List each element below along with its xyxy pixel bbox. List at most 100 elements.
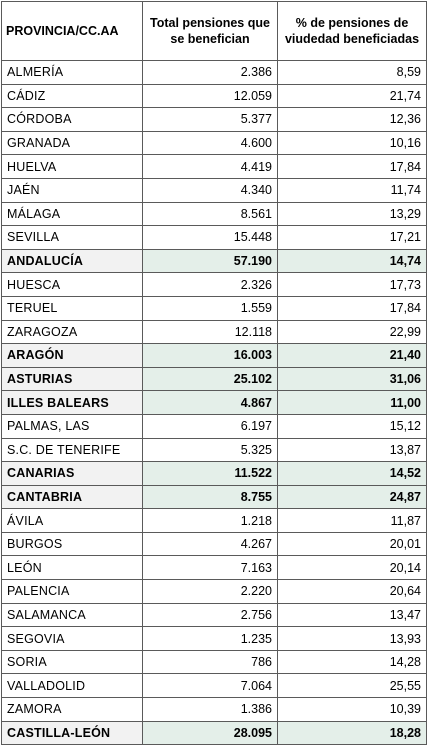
cell-provincia: ARAGÓN: [1, 343, 143, 368]
cell-provincia: SEVILLA: [1, 225, 143, 250]
cell-total-pensiones: 2.756: [142, 602, 278, 628]
cell-provincia: HUELVA: [1, 154, 143, 179]
cell-porcentaje: 20,14: [277, 555, 427, 581]
cell-porcentaje: 25,55: [277, 673, 427, 699]
cell-porcentaje: 20,64: [277, 579, 427, 604]
cell-porcentaje: 10,16: [277, 130, 427, 156]
cell-provincia: ZARAGOZA: [1, 319, 143, 345]
cell-porcentaje: 18,28: [277, 720, 427, 746]
cell-total-pensiones: 4.600: [142, 130, 278, 156]
table-row: LEÓN 7.163 20,14: [1, 555, 427, 581]
cell-total-pensiones: 2.326: [142, 272, 278, 297]
cell-total-pensiones: 7.163: [142, 555, 278, 581]
cell-porcentaje: 8,59: [277, 60, 427, 85]
cell-porcentaje: 17,73: [277, 272, 427, 297]
cell-total-pensiones: 15.448: [142, 225, 278, 250]
cell-total-pensiones: 8.755: [142, 484, 278, 510]
cell-provincia: CASTILLA-LEÓN: [1, 720, 143, 746]
cell-total-pensiones: 7.064: [142, 673, 278, 699]
cell-total-pensiones: 786: [142, 649, 278, 675]
table-row: ALMERÍA 2.386 8,59: [1, 60, 427, 85]
cell-provincia: SEGOVIA: [1, 626, 143, 651]
table-row: ZARAGOZA 12.118 22,99: [1, 319, 427, 345]
table-row: BURGOS 4.267 20,01: [1, 531, 427, 557]
cell-total-pensiones: 1.218: [142, 508, 278, 533]
cell-porcentaje: 12,36: [277, 107, 427, 132]
cell-provincia: GRANADA: [1, 130, 143, 156]
cell-provincia: PALENCIA: [1, 579, 143, 604]
table-row: ÁVILA 1.218 11,87: [1, 508, 427, 533]
table-row: ZAMORA 1.386 10,39: [1, 697, 427, 722]
cell-provincia: CANARIAS: [1, 461, 143, 486]
cell-provincia: CÁDIZ: [1, 83, 143, 109]
cell-total-pensiones: 4.867: [142, 390, 278, 415]
cell-porcentaje: 13,29: [277, 201, 427, 227]
cell-total-pensiones: 4.267: [142, 531, 278, 557]
cell-porcentaje: 21,74: [277, 83, 427, 109]
cell-porcentaje: 17,84: [277, 295, 427, 321]
table-row: MÁLAGA 8.561 13,29: [1, 201, 427, 227]
cell-porcentaje: 11,74: [277, 177, 427, 203]
header-row: PROVINCIA/CC.AA Total pensiones que se b…: [1, 1, 427, 61]
cell-porcentaje: 13,47: [277, 602, 427, 628]
cell-porcentaje: 14,52: [277, 461, 427, 486]
table-header: PROVINCIA/CC.AA Total pensiones que se b…: [1, 1, 427, 61]
table-row-region-total: ANDALUCÍA 57.190 14,74: [1, 248, 427, 274]
cell-total-pensiones: 5.377: [142, 107, 278, 132]
table-row: HUESCA 2.326 17,73: [1, 272, 427, 297]
cell-provincia: HUESCA: [1, 272, 143, 297]
cell-porcentaje: 24,87: [277, 484, 427, 510]
table-row: CÁDIZ 12.059 21,74: [1, 83, 427, 109]
cell-porcentaje: 13,87: [277, 437, 427, 463]
cell-total-pensiones: 12.059: [142, 83, 278, 109]
table-row: HUELVA 4.419 17,84: [1, 154, 427, 179]
cell-provincia: ALMERÍA: [1, 60, 143, 85]
header-provincia: PROVINCIA/CC.AA: [1, 1, 143, 61]
table-row-region-total: CANARIAS 11.522 14,52: [1, 461, 427, 486]
cell-provincia: ZAMORA: [1, 697, 143, 722]
table-row: GRANADA 4.600 10,16: [1, 130, 427, 156]
table-row: TERUEL 1.559 17,84: [1, 295, 427, 321]
cell-total-pensiones: 2.386: [142, 60, 278, 85]
cell-provincia: LEÓN: [1, 555, 143, 581]
cell-total-pensiones: 5.325: [142, 437, 278, 463]
cell-provincia: ASTURIAS: [1, 366, 143, 392]
table-row-region-total: ASTURIAS 25.102 31,06: [1, 366, 427, 392]
table-body: ALMERÍA 2.386 8,59 CÁDIZ 12.059 21,74 CÓRDOBA 5…: [1, 60, 427, 746]
cell-porcentaje: 11,87: [277, 508, 427, 533]
table-row: VALLADOLID 7.064 25,55: [1, 673, 427, 699]
cell-total-pensiones: 1.235: [142, 626, 278, 651]
cell-total-pensiones: 28.095: [142, 720, 278, 746]
cell-provincia: ANDALUCÍA: [1, 248, 143, 274]
cell-provincia: PALMAS, LAS: [1, 413, 143, 439]
cell-provincia: CÓRDOBA: [1, 107, 143, 132]
cell-provincia: VALLADOLID: [1, 673, 143, 699]
table-row-region-total: CASTILLA-LEÓN 28.095 18,28: [1, 720, 427, 746]
table-row: JAÉN 4.340 11,74: [1, 177, 427, 203]
table-row: SEGOVIA 1.235 13,93: [1, 626, 427, 651]
cell-provincia: ÁVILA: [1, 508, 143, 533]
table-row: CÓRDOBA 5.377 12,36: [1, 107, 427, 132]
cell-porcentaje: 21,40: [277, 343, 427, 368]
cell-provincia: MÁLAGA: [1, 201, 143, 227]
cell-total-pensiones: 6.197: [142, 413, 278, 439]
cell-provincia: CANTABRIA: [1, 484, 143, 510]
cell-total-pensiones: 25.102: [142, 366, 278, 392]
table-row: PALMAS, LAS 6.197 15,12: [1, 413, 427, 439]
cell-total-pensiones: 1.559: [142, 295, 278, 321]
cell-provincia: SORIA: [1, 649, 143, 675]
cell-porcentaje: 20,01: [277, 531, 427, 557]
cell-porcentaje: 31,06: [277, 366, 427, 392]
cell-provincia: TERUEL: [1, 295, 143, 321]
cell-provincia: SALAMANCA: [1, 602, 143, 628]
header-porcentaje-viudedad: % de pensiones de viudedad beneficiadas: [277, 1, 427, 61]
cell-total-pensiones: 8.561: [142, 201, 278, 227]
cell-porcentaje: 15,12: [277, 413, 427, 439]
table-row: SEVILLA 15.448 17,21: [1, 225, 427, 250]
cell-provincia: BURGOS: [1, 531, 143, 557]
cell-provincia: S.C. DE TENERIFE: [1, 437, 143, 463]
cell-porcentaje: 14,28: [277, 649, 427, 675]
cell-total-pensiones: 12.118: [142, 319, 278, 345]
cell-total-pensiones: 57.190: [142, 248, 278, 274]
